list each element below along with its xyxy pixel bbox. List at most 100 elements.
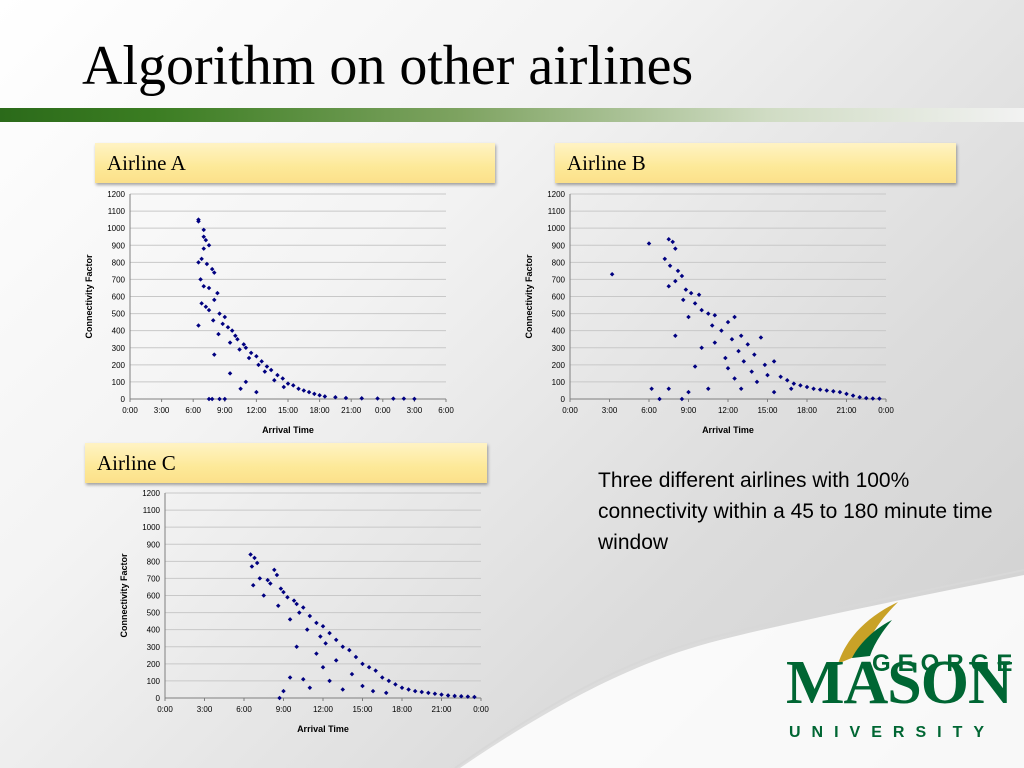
data-point [465,694,471,699]
airline-a-scatter-chart: 0 100 200 300 400 500 600 700 800 900 1000 1100 1200… [84,190,454,435]
data-point [673,246,678,251]
y-tick-label: 0 [156,694,161,703]
data-point [844,391,849,397]
data-point [222,396,228,402]
data-point [824,388,830,393]
data-point [736,348,741,354]
data-point [300,605,306,610]
data-point [281,688,286,694]
data-point [296,386,301,392]
data-point [401,396,407,401]
data-point [738,386,744,392]
data-point [353,654,359,660]
y-tick-label: 600 [552,293,566,302]
data-point [649,386,654,392]
y-tick-label: 700 [112,275,126,284]
x-tick-label: 18:00 [797,406,818,415]
data-point [749,369,754,374]
data-point [771,389,777,395]
data-point [264,364,270,369]
data-point [246,355,252,361]
airline-b-scatter-chart: 0 100 200 300 400 500 600 700 800 900 1000 1100 1200… [524,190,894,435]
data-point [254,389,259,395]
data-point [243,345,249,351]
data-point [692,301,698,306]
data-point [732,376,737,381]
x-tick-label: 12:00 [718,406,739,415]
y-tick-label: 0 [561,395,566,404]
data-point [657,396,662,402]
data-point [199,301,204,306]
y-tick-label: 1000 [107,224,125,233]
data-point [359,396,364,401]
data-point [252,555,257,561]
data-point [196,323,201,328]
y-tick-label: 200 [552,361,566,370]
x-axis-title: Arrival Time [262,425,314,435]
x-axis-title: Arrival Time [702,425,754,435]
data-point [432,691,438,696]
data-point [333,658,339,663]
data-point [762,362,768,368]
y-tick-label: 0 [121,395,126,404]
data-point [719,328,724,333]
data-point [393,682,398,687]
data-point [307,613,313,619]
data-point [215,290,220,296]
data-point [320,664,326,670]
data-point [426,690,431,696]
y-tick-label: 1200 [107,190,125,199]
data-point [201,234,206,239]
data-point [278,586,284,591]
data-point [212,297,217,303]
y-tick-label: 100 [552,378,566,387]
data-point [791,381,797,386]
data-point [304,627,310,632]
y-tick-label: 100 [112,378,126,387]
data-point [732,314,737,320]
data-point [322,394,328,399]
x-tick-label: 0:00 [375,406,391,415]
data-point [301,388,307,393]
data-point [412,396,417,402]
data-point [291,598,297,603]
data-point [294,601,299,607]
x-tick-label: 3:00 [407,406,423,415]
x-tick-label: 21:00 [836,406,857,415]
data-point [340,644,346,650]
x-tick-label: 3:00 [602,406,618,415]
x-tick-label: 15:00 [352,705,373,714]
logo-george-text: GEORGE [872,650,1020,677]
x-axis-title: Arrival Time [297,724,349,734]
x-tick-label: 15:00 [757,406,778,415]
y-tick-label: 300 [112,344,126,353]
x-tick-label: 0:00 [562,406,578,415]
data-point [675,268,681,274]
data-point [229,328,235,333]
data-point [217,396,222,402]
data-point [609,272,615,277]
data-point [705,311,711,316]
data-point [725,365,731,371]
y-tick-label: 600 [112,293,126,302]
airline-c-scatter-chart: 0 100 200 300 400 500 600 700 800 900 1000 1100 1200… [119,489,489,734]
x-tick-label: 0:00 [122,406,138,415]
y-tick-label: 400 [552,327,566,336]
data-point [765,372,770,378]
data-point [314,620,319,626]
x-tick-label: 6:00 [641,406,657,415]
data-point [206,285,212,291]
data-point [233,333,238,339]
data-point [217,311,222,316]
data-point [210,318,216,323]
x-tick-label: 18:00 [310,406,331,415]
data-point [383,690,389,696]
data-point [870,396,876,401]
data-point [275,603,281,609]
data-point [317,392,322,398]
y-tick-label: 500 [147,609,161,618]
y-tick-label: 700 [552,275,566,284]
y-tick-label: 100 [147,677,161,686]
y-tick-label: 1200 [142,489,160,498]
data-point [666,283,672,289]
